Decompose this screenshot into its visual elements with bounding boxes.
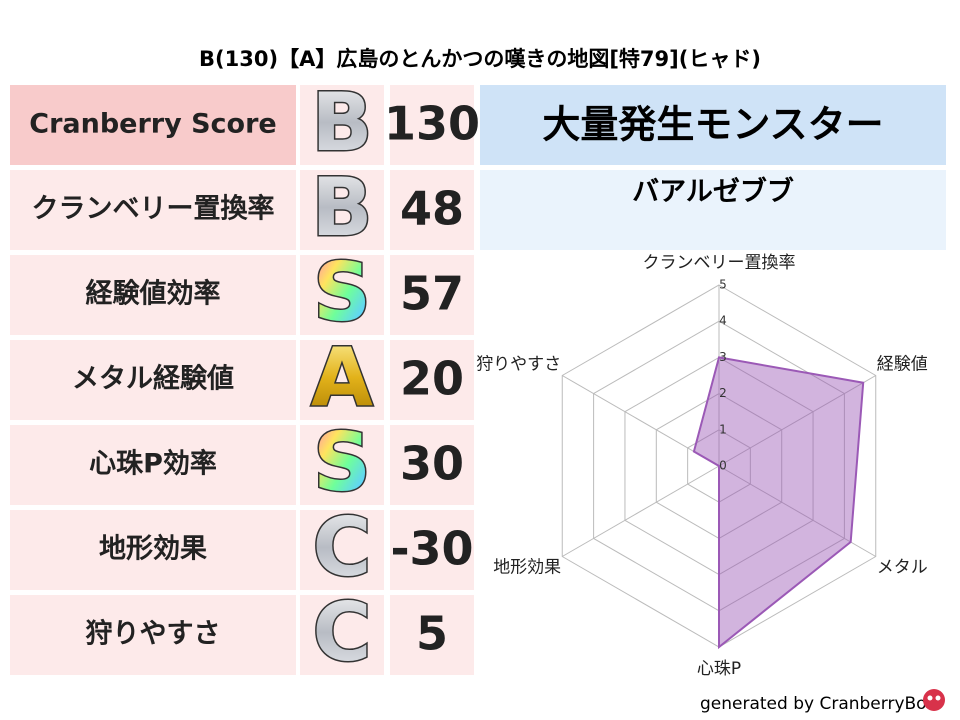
row-value: -30 — [390, 522, 473, 576]
axis-spoke — [718, 375, 877, 467]
grade: B — [312, 161, 373, 254]
axis-label: 心珠P — [697, 659, 741, 679]
row-label: 狩りやすさ — [86, 619, 221, 650]
bot-icon — [923, 689, 945, 711]
bot-eye — [935, 695, 941, 701]
grade-cell — [300, 255, 384, 335]
value-cell — [390, 255, 474, 335]
r-tick-label: 1 — [719, 422, 727, 436]
grade: S — [313, 416, 371, 509]
monster-names-bg — [480, 170, 946, 250]
axis-spoke — [561, 375, 720, 467]
row-label: クランベリー置換率 — [32, 193, 275, 225]
value-cell — [390, 85, 474, 165]
label-cell — [10, 85, 296, 165]
grade-cell — [300, 340, 384, 420]
axis-label: メタル — [877, 558, 928, 578]
grade-cell — [300, 85, 384, 165]
r-tick-label: 3 — [719, 350, 727, 364]
grade: A — [311, 331, 373, 424]
row-label: 心珠P効率 — [89, 448, 217, 480]
axis-label: 経験値 — [877, 355, 928, 375]
label-cell — [10, 255, 296, 335]
r-tick-label: 2 — [719, 386, 727, 400]
axis-label: 地形効果 — [493, 558, 561, 578]
grade: B — [312, 76, 373, 169]
row-label: メタル経験値 — [72, 363, 234, 395]
row-label: Cranberry Score — [29, 109, 276, 140]
axis-label: クランベリー置換率 — [643, 253, 796, 273]
value-cell — [390, 510, 474, 590]
bot-eye — [927, 695, 933, 701]
grade-cell — [300, 425, 384, 505]
row-value: 5 — [416, 607, 448, 661]
grade: C — [313, 586, 372, 679]
monster-header-bg — [480, 85, 946, 165]
grade: C — [313, 501, 372, 594]
grade-cell — [300, 170, 384, 250]
row-value: 30 — [400, 437, 464, 491]
grade-cell — [300, 595, 384, 675]
label-cell — [10, 170, 296, 250]
r-tick-label: 0 — [719, 459, 727, 473]
row-label: 経験値効率 — [86, 278, 221, 310]
value-cell — [390, 425, 474, 505]
label-cell — [10, 340, 296, 420]
value-cell — [390, 595, 474, 675]
axis-label: 狩りやすさ — [476, 355, 561, 375]
value-cell — [390, 340, 474, 420]
grade-cell — [300, 510, 384, 590]
r-tick-label: 5 — [719, 278, 727, 292]
radar-area — [692, 356, 865, 650]
monster-header: 大量発生モンスター — [542, 103, 883, 147]
axis-spoke — [561, 465, 720, 557]
row-value: 20 — [400, 352, 464, 406]
grade: S — [313, 246, 371, 339]
label-cell — [10, 510, 296, 590]
r-tick-label: 4 — [719, 314, 727, 328]
value-cell — [390, 170, 474, 250]
title: B(130)【A】広島のとんかつの嘆きの地図[特79](ヒャド) — [199, 47, 761, 71]
row-value: 48 — [400, 182, 464, 236]
row-value: 57 — [400, 267, 464, 321]
row-value: 130 — [384, 97, 480, 151]
monster-names: バアルゼブブ — [632, 176, 794, 208]
row-label: 地形効果 — [99, 533, 207, 565]
footer: generated by CranberryBot — [700, 694, 934, 714]
label-cell — [10, 595, 296, 675]
label-cell — [10, 425, 296, 505]
axis-spoke — [718, 465, 877, 557]
